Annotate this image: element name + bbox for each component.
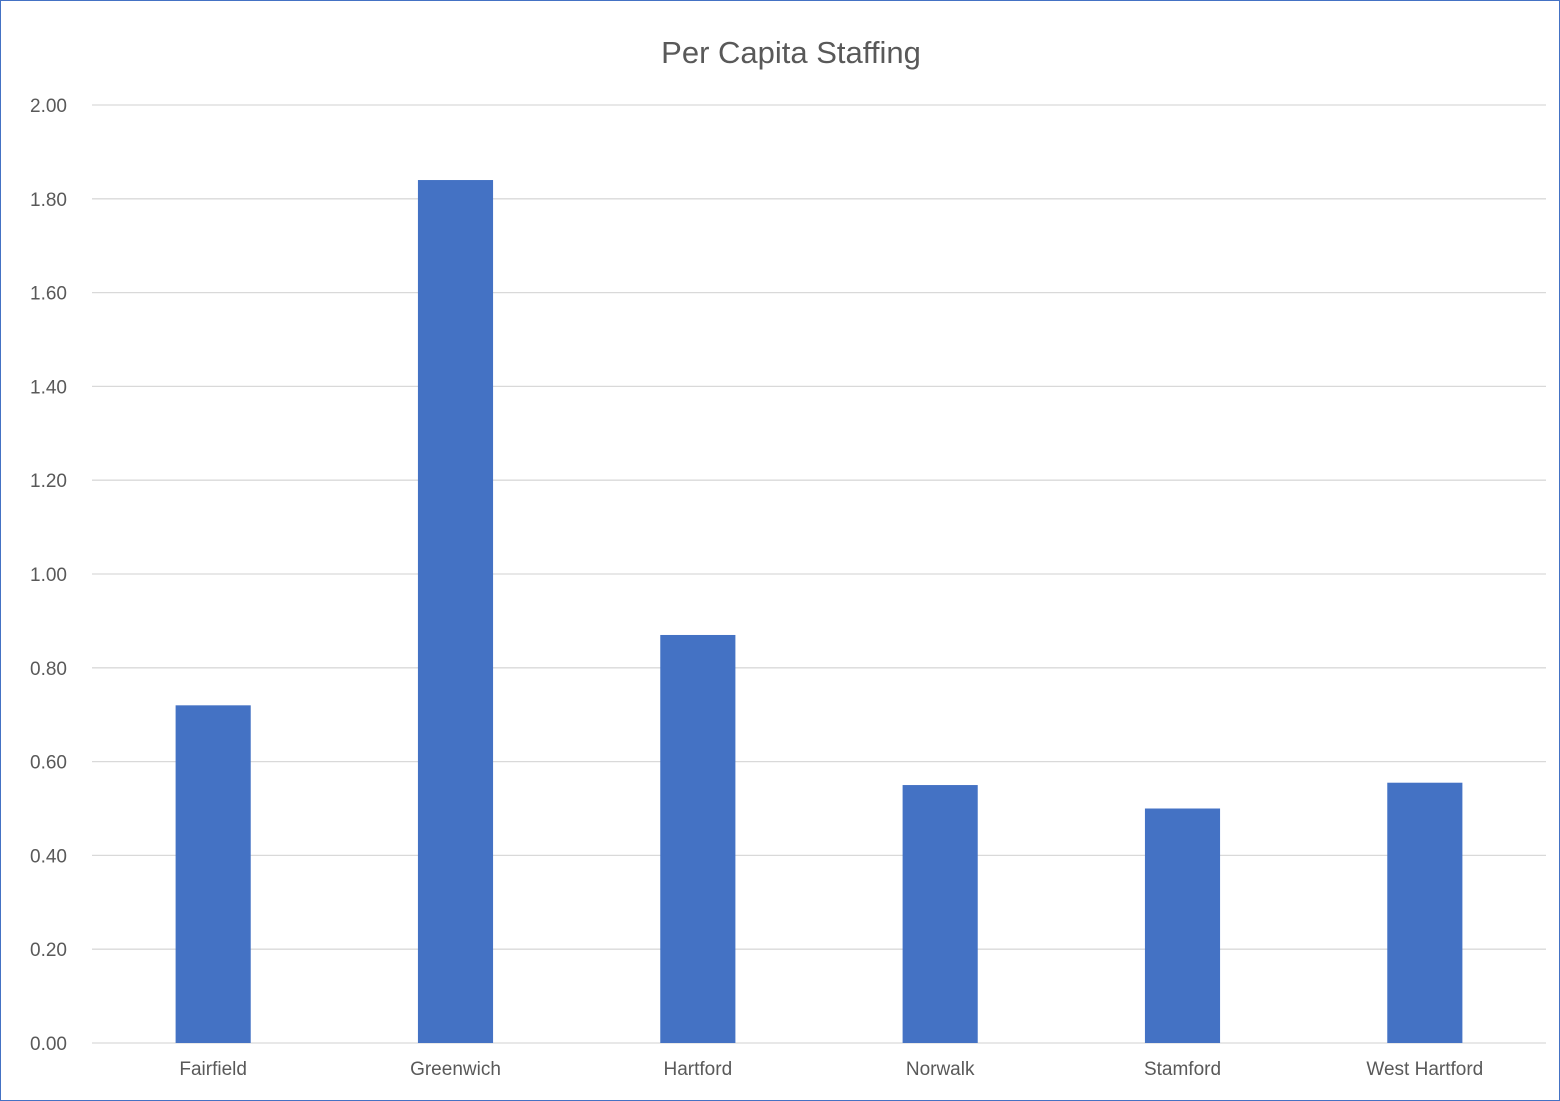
y-tick-label: 0.20 xyxy=(30,940,67,961)
y-tick-label: 1.40 xyxy=(30,377,67,398)
x-tick-label: Stamford xyxy=(1144,1059,1221,1080)
bar-west-hartford xyxy=(1387,782,1463,1043)
bar-greenwich xyxy=(417,180,494,1044)
x-tick-label: Norwalk xyxy=(906,1059,975,1080)
bars xyxy=(175,180,1463,1044)
y-tick-label: 1.20 xyxy=(30,471,67,492)
x-axis-tick-labels: Fairfield Greenwich Hartford Norwalk Stamfor… xyxy=(179,1059,1483,1080)
y-tick-label: 0.40 xyxy=(30,846,67,867)
y-tick-label: 0.00 xyxy=(30,1034,67,1055)
bar-norwalk xyxy=(902,785,978,1043)
gridlines xyxy=(92,104,1546,1044)
x-tick-label: Hartford xyxy=(664,1059,733,1080)
y-tick-label: 1.60 xyxy=(30,284,67,305)
chart-title: Per Capita Staffing xyxy=(661,35,921,70)
y-tick-label: 1.80 xyxy=(30,190,67,211)
bar-stamford xyxy=(1144,808,1221,1043)
bar-fairfield xyxy=(175,705,251,1043)
y-axis-tick-labels: 0.00 0.20 0.40 0.60 0.80 1.00 1.20 1.40 1.60 1.80… xyxy=(30,96,67,1055)
x-tick-label: Greenwich xyxy=(410,1059,501,1080)
x-tick-label: West Hartford xyxy=(1366,1059,1483,1080)
x-tick-label: Fairfield xyxy=(179,1059,247,1080)
y-tick-label: 0.60 xyxy=(30,753,67,774)
bar-hartford xyxy=(660,634,736,1043)
y-tick-label: 1.00 xyxy=(30,565,67,586)
y-tick-label: 0.80 xyxy=(30,659,67,680)
y-tick-label: 2.00 xyxy=(30,96,67,117)
